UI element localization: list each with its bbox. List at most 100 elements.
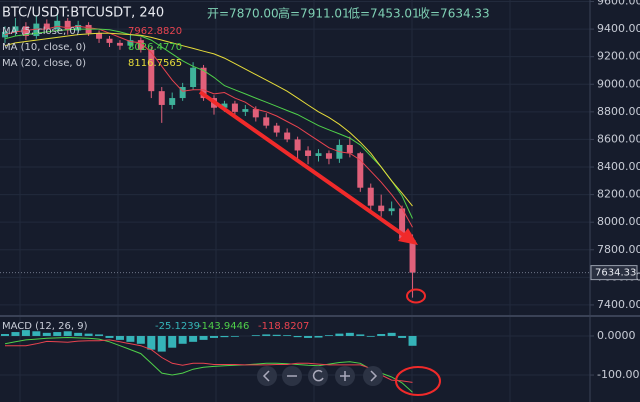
candle-body	[273, 125, 280, 133]
candle-body	[64, 20, 71, 31]
candle-body	[325, 153, 332, 159]
reset[interactable]	[308, 366, 328, 386]
icon	[312, 369, 324, 382]
candle-body	[378, 205, 385, 212]
candle-body	[158, 91, 165, 105]
macd-bar	[377, 334, 386, 336]
candle-body	[33, 23, 40, 36]
candle-body	[399, 208, 406, 239]
macd-bar	[42, 332, 51, 336]
line	[4, 32, 413, 207]
y-tick-label: 8200.00	[597, 188, 640, 201]
y-tick-label: 7400.00	[597, 298, 640, 311]
macd-bar	[115, 335, 124, 340]
ohlc-low: 低=7453.01	[348, 7, 420, 21]
nav-buttons	[257, 366, 383, 386]
candle-body	[346, 144, 353, 154]
macd-bar	[157, 335, 166, 352]
ohlc-close: 收=7634.33	[418, 7, 490, 21]
y-tick-label: 8600.00	[597, 132, 640, 145]
macd-bar	[189, 335, 198, 342]
icon	[340, 371, 350, 381]
macd-bar	[324, 335, 333, 336]
y-tick-label: 7800.00	[597, 243, 640, 256]
macd-bar	[105, 335, 114, 338]
candle-body	[12, 26, 19, 32]
candle-body	[315, 153, 322, 156]
macd-bar	[168, 335, 177, 348]
y-tick-label: -100.0000	[597, 368, 640, 381]
macd-bar	[84, 333, 93, 336]
macd-bar	[11, 332, 20, 336]
icon	[370, 370, 378, 382]
scroll-left[interactable]	[257, 366, 277, 386]
macd-bar	[95, 334, 104, 336]
candle-body	[116, 42, 123, 46]
candle-body	[357, 153, 364, 188]
annotations	[198, 90, 441, 396]
candle-body	[284, 132, 291, 140]
line	[4, 336, 413, 393]
symbol-title: BTC/USDT:BTCUSDT, 240	[2, 6, 164, 21]
candle-body	[305, 150, 312, 156]
ohlc-open: 开=7870.00	[207, 7, 279, 21]
y-tick-label: 9000.00	[597, 77, 640, 90]
candle-body	[137, 40, 144, 50]
macd-bar	[74, 332, 83, 336]
macd-bar	[53, 332, 62, 336]
candle-body	[106, 38, 113, 43]
y-tick-label: 9200.00	[597, 50, 640, 63]
macd-bar	[251, 335, 260, 336]
candle-body	[127, 40, 134, 46]
line	[4, 28, 413, 219]
macd-bar	[387, 332, 396, 336]
macd-bar	[335, 333, 344, 336]
plot	[0, 1, 594, 393]
line	[4, 25, 413, 228]
candle-body	[179, 87, 186, 99]
candle-body	[190, 67, 197, 88]
price-tag-label: 7634.33	[595, 268, 636, 279]
candle-body	[252, 109, 259, 118]
macd-bar	[272, 334, 281, 336]
y-tick-label: 8000.00	[597, 215, 640, 228]
macd-bar	[136, 335, 145, 344]
ma-legend: MA (5, close, 0)	[2, 26, 80, 37]
macd-bar	[230, 335, 239, 337]
macd-legend: MACD (12, 26, 9)	[2, 321, 88, 332]
macd-bar	[1, 334, 9, 336]
macd-bar	[199, 335, 208, 340]
macd-bar	[63, 331, 72, 336]
candle-body	[409, 240, 416, 273]
macd-bar	[32, 331, 41, 336]
ma-legend: MA (10, close, 0)	[2, 42, 86, 53]
macd-bar	[293, 335, 302, 338]
macd-bar	[262, 334, 271, 336]
macd-dea-value: -118.8207	[258, 321, 309, 332]
macd-bar	[304, 335, 313, 338]
candle-body	[75, 24, 82, 31]
macd-bar	[210, 335, 218, 338]
macd-bar	[283, 335, 292, 336]
labels: BTC/USDT:BTCUSDT, 240 开=7870.00 高=7911.0…	[2, 0, 640, 381]
y-tick-label: 0.0000	[597, 329, 636, 342]
candle-body	[200, 67, 207, 99]
macd-bar	[398, 335, 407, 338]
macd-bar	[356, 334, 365, 336]
ma-legend-value: 8116.7565	[128, 58, 182, 69]
ma-legend-value: 8026.4770	[128, 42, 182, 53]
ma-legend: MA (20, close, 0)	[2, 58, 86, 69]
y-tick-label: 9400.00	[597, 22, 640, 35]
macd-bar	[220, 335, 229, 338]
y-tick-label: 8800.00	[597, 105, 640, 118]
macd-bar	[366, 335, 375, 337]
red-arrow	[198, 90, 407, 238]
y-tick-label: 9600.00	[597, 0, 640, 8]
macd-hist-value: -25.1239	[155, 321, 200, 332]
scroll-right[interactable]	[363, 366, 383, 386]
candle-body	[367, 187, 374, 206]
macd-bar	[147, 335, 156, 350]
macd-bar	[21, 330, 30, 336]
